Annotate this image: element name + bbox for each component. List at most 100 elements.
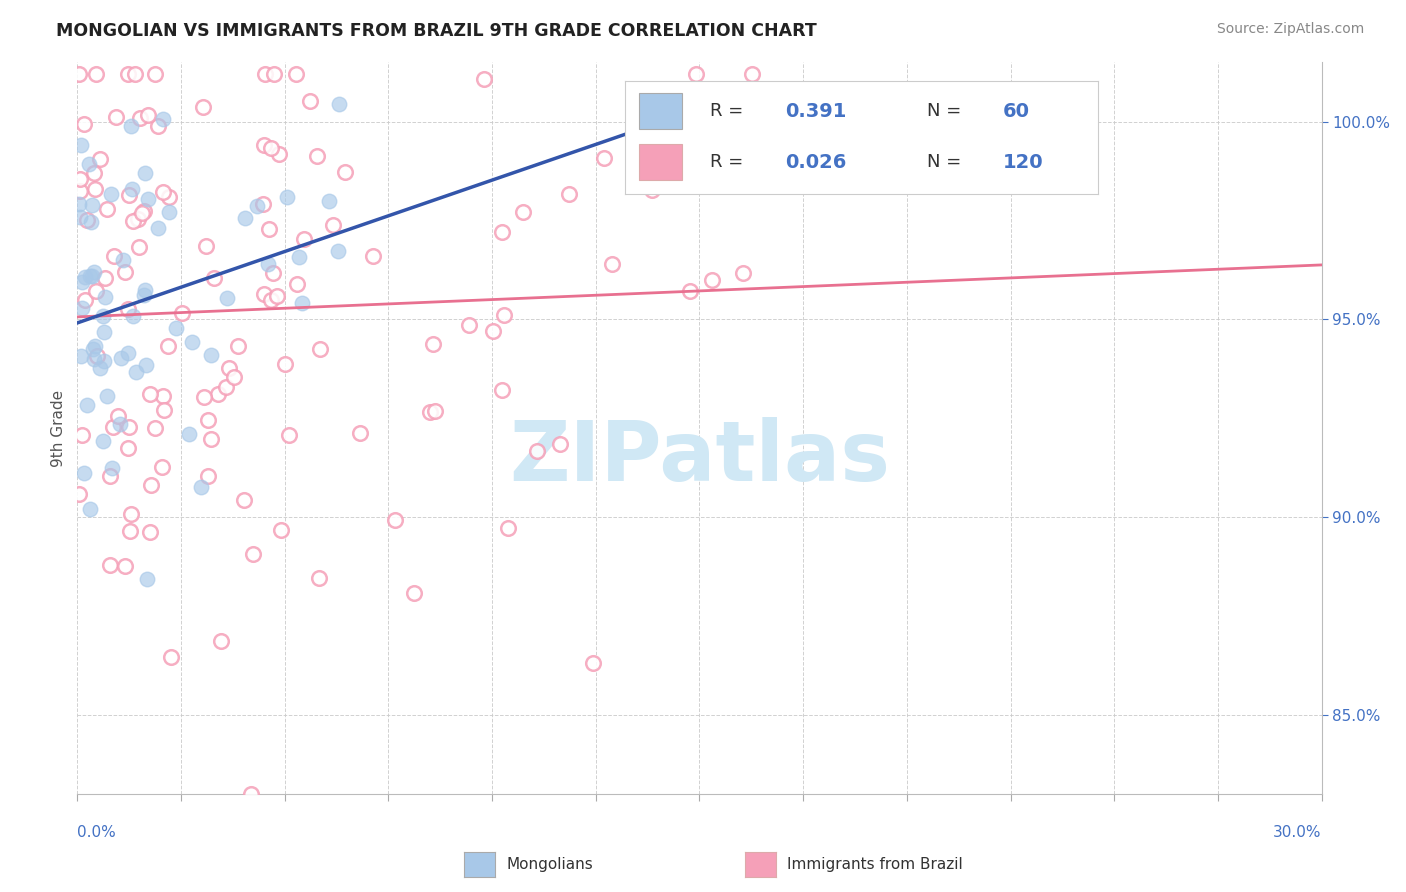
- Point: [146, 120, 169, 134]
- Point: [108, 417, 131, 431]
- Point: [581, 656, 603, 670]
- Point: [89, 361, 111, 376]
- Point: [194, 238, 217, 252]
- Point: [131, 206, 153, 220]
- Point: [425, 403, 447, 417]
- Point: [191, 100, 214, 114]
- Point: [159, 650, 181, 665]
- Point: [235, 211, 257, 226]
- Point: [491, 384, 513, 398]
- Point: [496, 521, 519, 535]
- Point: [267, 147, 290, 161]
- Point: [143, 67, 166, 81]
- Point: [181, 334, 204, 349]
- Point: [82, 198, 104, 212]
- Text: Immigrants from Brazil: Immigrants from Brazil: [787, 857, 963, 871]
- Point: [91, 310, 114, 324]
- Point: [94, 271, 117, 285]
- Point: [253, 67, 276, 81]
- Point: [98, 468, 121, 483]
- Point: [69, 184, 91, 198]
- Point: [592, 151, 614, 165]
- Point: [253, 286, 276, 301]
- Point: [93, 354, 115, 368]
- Text: 30.0%: 30.0%: [1274, 825, 1322, 840]
- Text: ZIPatlas: ZIPatlas: [509, 417, 890, 498]
- Point: [256, 257, 278, 271]
- Point: [558, 187, 581, 202]
- Point: [118, 187, 141, 202]
- Point: [679, 284, 702, 298]
- Text: 120: 120: [1002, 153, 1043, 172]
- Point: [69, 210, 91, 224]
- Point: [152, 402, 174, 417]
- Point: [685, 67, 707, 81]
- Point: [190, 479, 212, 493]
- Point: [134, 283, 156, 297]
- Point: [384, 513, 406, 527]
- Point: [217, 291, 239, 305]
- Point: [422, 337, 444, 351]
- Point: [101, 420, 124, 434]
- Point: [103, 249, 125, 263]
- Point: [277, 428, 299, 442]
- Point: [82, 269, 104, 284]
- Text: 60: 60: [1002, 102, 1031, 120]
- Point: [75, 293, 97, 307]
- Point: [118, 420, 141, 434]
- Text: 0.391: 0.391: [786, 102, 846, 120]
- Text: MONGOLIAN VS IMMIGRANTS FROM BRAZIL 9TH GRADE CORRELATION CHART: MONGOLIAN VS IMMIGRANTS FROM BRAZIL 9TH …: [56, 22, 817, 40]
- Point: [122, 309, 145, 323]
- Point: [326, 244, 349, 258]
- Point: [73, 466, 96, 480]
- Point: [419, 405, 441, 419]
- Point: [202, 271, 225, 285]
- Point: [700, 273, 723, 287]
- Point: [76, 212, 98, 227]
- Point: [120, 119, 142, 133]
- Text: R =: R =: [710, 103, 749, 120]
- Point: [79, 502, 101, 516]
- Point: [76, 398, 98, 412]
- Point: [127, 212, 149, 227]
- Point: [226, 339, 249, 353]
- Text: N =: N =: [928, 153, 967, 171]
- Point: [86, 349, 108, 363]
- Point: [117, 301, 139, 316]
- Point: [218, 361, 240, 376]
- Point: [70, 427, 93, 442]
- Point: [298, 94, 321, 108]
- Point: [152, 186, 174, 200]
- Point: [134, 203, 156, 218]
- Point: [118, 524, 141, 538]
- Point: [233, 493, 256, 508]
- Point: [193, 390, 215, 404]
- Point: [512, 205, 534, 219]
- Point: [134, 166, 156, 180]
- Point: [69, 171, 91, 186]
- Point: [67, 67, 90, 81]
- Point: [322, 218, 344, 232]
- Text: Mongolians: Mongolians: [506, 857, 593, 871]
- Point: [80, 215, 103, 229]
- Point: [110, 351, 132, 366]
- Point: [253, 138, 276, 153]
- Point: [152, 112, 174, 126]
- Point: [77, 157, 100, 171]
- Point: [73, 117, 96, 131]
- Point: [136, 192, 159, 206]
- Point: [733, 266, 755, 280]
- Point: [215, 380, 238, 394]
- Point: [101, 461, 124, 475]
- Point: [170, 306, 193, 320]
- Point: [328, 97, 350, 112]
- Point: [82, 342, 104, 356]
- Point: [207, 386, 229, 401]
- Point: [73, 269, 96, 284]
- Bar: [638, 145, 682, 180]
- Text: N =: N =: [928, 103, 967, 120]
- Point: [121, 182, 143, 196]
- Point: [349, 425, 371, 440]
- Point: [138, 387, 160, 401]
- Point: [114, 265, 136, 279]
